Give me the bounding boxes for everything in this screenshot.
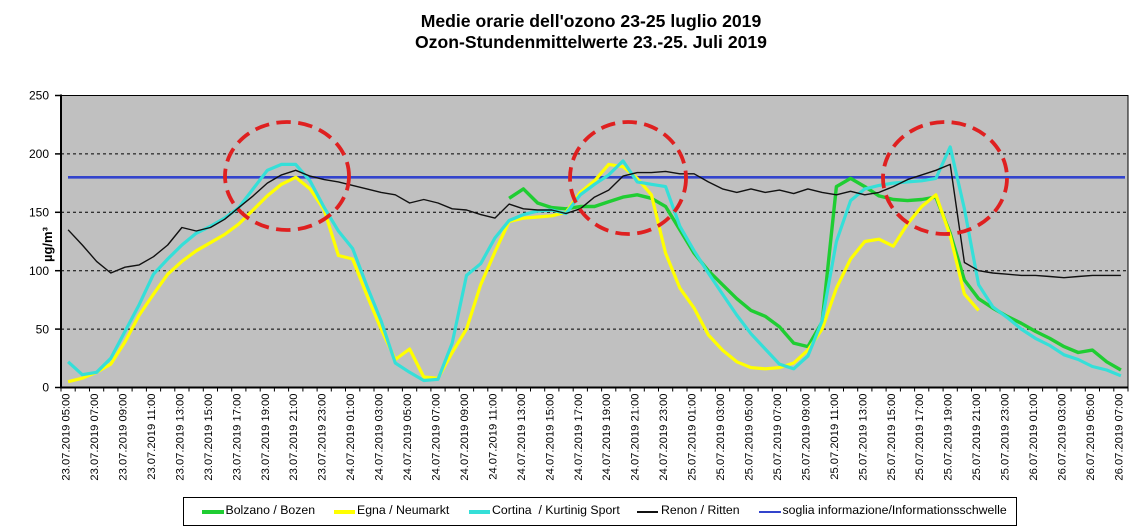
svg-text:150: 150 <box>29 206 49 220</box>
svg-text:24.07.2019 11:00: 24.07.2019 11:00 <box>487 394 499 480</box>
svg-text:25.07.2019 23:00: 25.07.2019 23:00 <box>1000 394 1012 481</box>
svg-text:25.07.2019 15:00: 25.07.2019 15:00 <box>886 394 898 481</box>
svg-text:25.07.2019 09:00: 25.07.2019 09:00 <box>800 394 812 481</box>
svg-text:100: 100 <box>29 264 49 278</box>
svg-text:26.07.2019 01:00: 26.07.2019 01:00 <box>1028 394 1040 481</box>
svg-text:0: 0 <box>42 381 49 395</box>
svg-text:24.07.2019 09:00: 24.07.2019 09:00 <box>459 394 471 481</box>
svg-text:25.07.2019 07:00: 25.07.2019 07:00 <box>772 394 784 481</box>
svg-text:23.07.2019 11:00: 23.07.2019 11:00 <box>146 394 158 480</box>
svg-text:24.07.2019 13:00: 24.07.2019 13:00 <box>516 394 528 481</box>
svg-text:23.07.2019 07:00: 23.07.2019 07:00 <box>89 394 101 481</box>
svg-text:24.07.2019 15:00: 24.07.2019 15:00 <box>544 394 556 481</box>
svg-text:25.07.2019 11:00: 25.07.2019 11:00 <box>829 394 841 480</box>
svg-text:24.07.2019 21:00: 24.07.2019 21:00 <box>630 394 642 481</box>
svg-text:250: 250 <box>29 89 49 103</box>
svg-text:23.07.2019 09:00: 23.07.2019 09:00 <box>118 394 130 481</box>
svg-text:25.07.2019 21:00: 25.07.2019 21:00 <box>971 394 983 481</box>
svg-text:24.07.2019 17:00: 24.07.2019 17:00 <box>573 394 585 481</box>
svg-text:24.07.2019 07:00: 24.07.2019 07:00 <box>431 394 443 481</box>
svg-text:25.07.2019 19:00: 25.07.2019 19:00 <box>943 394 955 481</box>
svg-text:26.07.2019 03:00: 26.07.2019 03:00 <box>1057 394 1069 481</box>
svg-text:24.07.2019 01:00: 24.07.2019 01:00 <box>345 394 357 481</box>
svg-text:200: 200 <box>29 147 49 161</box>
svg-text:25.07.2019 05:00: 25.07.2019 05:00 <box>744 394 756 481</box>
svg-text:26.07.2019 05:00: 26.07.2019 05:00 <box>1085 394 1097 481</box>
svg-text:25.07.2019 17:00: 25.07.2019 17:00 <box>914 394 926 481</box>
svg-text:23.07.2019 05:00: 23.07.2019 05:00 <box>61 394 73 481</box>
svg-text:26.07.2019 07:00: 26.07.2019 07:00 <box>1113 394 1125 481</box>
svg-text:23.07.2019 23:00: 23.07.2019 23:00 <box>317 394 329 481</box>
svg-text:23.07.2019 13:00: 23.07.2019 13:00 <box>174 394 186 481</box>
svg-text:24.07.2019 19:00: 24.07.2019 19:00 <box>601 394 613 481</box>
svg-text:23.07.2019 15:00: 23.07.2019 15:00 <box>203 394 215 481</box>
svg-text:24.07.2019 03:00: 24.07.2019 03:00 <box>374 394 386 481</box>
svg-text:23.07.2019 21:00: 23.07.2019 21:00 <box>288 394 300 481</box>
svg-text:25.07.2019 13:00: 25.07.2019 13:00 <box>857 394 869 481</box>
svg-text:25.07.2019 03:00: 25.07.2019 03:00 <box>715 394 727 481</box>
svg-text:µg/m³: µg/m³ <box>40 226 55 262</box>
svg-text:23.07.2019 19:00: 23.07.2019 19:00 <box>260 394 272 481</box>
svg-text:23.07.2019 17:00: 23.07.2019 17:00 <box>231 394 243 481</box>
svg-text:25.07.2019 01:00: 25.07.2019 01:00 <box>687 394 699 481</box>
svg-text:24.07.2019 23:00: 24.07.2019 23:00 <box>658 394 670 481</box>
svg-text:24.07.2019 05:00: 24.07.2019 05:00 <box>402 394 414 481</box>
svg-text:50: 50 <box>36 322 50 336</box>
